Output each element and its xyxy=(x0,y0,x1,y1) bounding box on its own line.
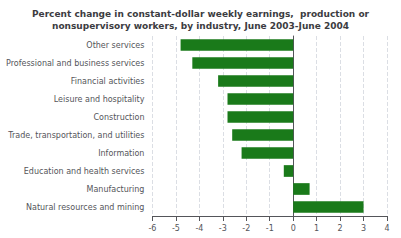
svg-text:Information: Information xyxy=(98,149,144,158)
svg-text:nonsupervisory workers, by ind: nonsupervisory workers, by industry, Jun… xyxy=(52,21,349,31)
svg-text:Financial activities: Financial activities xyxy=(71,77,145,86)
svg-text:-6: -6 xyxy=(148,224,156,233)
svg-text:Other services: Other services xyxy=(86,41,144,50)
svg-text:-2: -2 xyxy=(242,224,250,233)
svg-text:Construction: Construction xyxy=(94,113,145,122)
svg-text:2: 2 xyxy=(338,224,343,233)
svg-text:Leisure and hospitality: Leisure and hospitality xyxy=(54,95,145,104)
svg-text:Percent change in constant-dol: Percent change in constant-dollar weekly… xyxy=(32,9,370,19)
svg-text:1: 1 xyxy=(314,224,319,233)
svg-text:4: 4 xyxy=(384,224,389,233)
svg-text:Education and health services: Education and health services xyxy=(24,167,145,176)
svg-text:Professional and business serv: Professional and business services xyxy=(6,59,144,68)
svg-text:-3: -3 xyxy=(219,224,227,233)
svg-text:-1: -1 xyxy=(266,224,274,233)
svg-text:Trade, transportation, and uti: Trade, transportation, and utilities xyxy=(7,131,144,140)
svg-text:-5: -5 xyxy=(172,224,180,233)
svg-text:Manufacturing: Manufacturing xyxy=(87,185,145,194)
svg-text:3: 3 xyxy=(361,224,366,233)
svg-text:0: 0 xyxy=(291,224,296,233)
svg-text:-4: -4 xyxy=(195,224,203,233)
svg-text:Natural resources and mining: Natural resources and mining xyxy=(26,203,144,212)
